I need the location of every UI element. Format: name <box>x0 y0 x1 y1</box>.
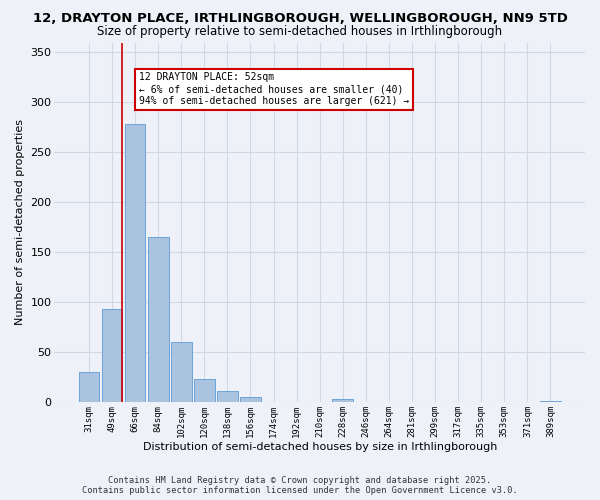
Y-axis label: Number of semi-detached properties: Number of semi-detached properties <box>15 119 25 325</box>
X-axis label: Distribution of semi-detached houses by size in Irthlingborough: Distribution of semi-detached houses by … <box>143 442 497 452</box>
Bar <box>79 372 100 402</box>
Bar <box>101 309 122 402</box>
Bar <box>240 397 261 402</box>
Bar <box>332 399 353 402</box>
Text: Contains HM Land Registry data © Crown copyright and database right 2025.
Contai: Contains HM Land Registry data © Crown c… <box>82 476 518 495</box>
Text: 12, DRAYTON PLACE, IRTHLINGBOROUGH, WELLINGBOROUGH, NN9 5TD: 12, DRAYTON PLACE, IRTHLINGBOROUGH, WELL… <box>32 12 568 26</box>
Bar <box>194 379 215 402</box>
Text: 12 DRAYTON PLACE: 52sqm
← 6% of semi-detached houses are smaller (40)
94% of sem: 12 DRAYTON PLACE: 52sqm ← 6% of semi-det… <box>139 72 409 106</box>
Bar <box>217 391 238 402</box>
Bar <box>171 342 191 402</box>
Text: Size of property relative to semi-detached houses in Irthlingborough: Size of property relative to semi-detach… <box>97 25 503 38</box>
Bar <box>540 401 561 402</box>
Bar <box>148 237 169 402</box>
Bar <box>125 124 145 402</box>
